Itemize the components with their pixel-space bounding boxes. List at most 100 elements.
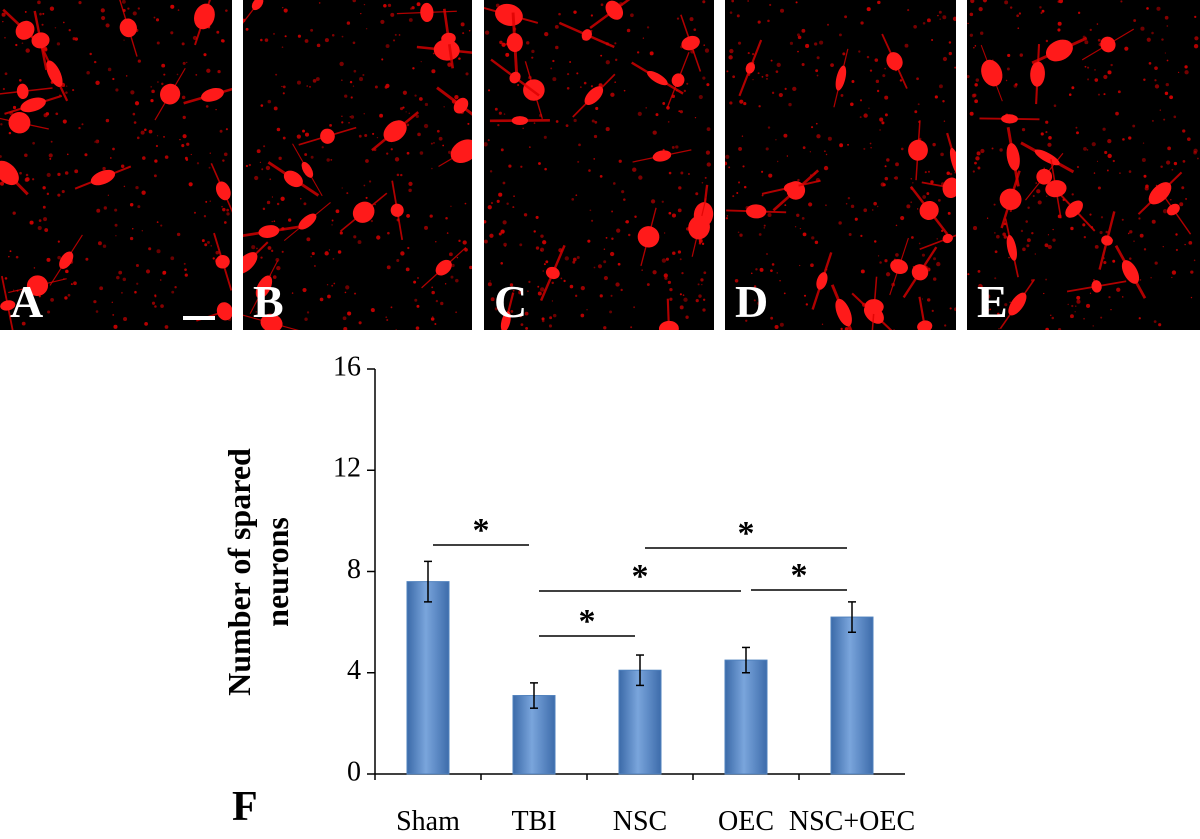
speckle xyxy=(680,258,682,260)
speckle xyxy=(1178,72,1179,73)
speckle xyxy=(845,327,849,331)
speckle xyxy=(490,280,491,281)
speckle xyxy=(1194,260,1196,262)
speckle xyxy=(1184,244,1185,245)
speckle xyxy=(543,270,544,271)
speckle xyxy=(872,209,874,211)
speckle xyxy=(940,18,941,19)
speckle xyxy=(779,93,783,97)
speckle xyxy=(1160,165,1162,167)
speckle xyxy=(306,85,308,87)
speckle xyxy=(1046,195,1047,196)
speckle xyxy=(1194,44,1198,48)
speckle xyxy=(431,168,433,170)
speckle xyxy=(581,286,585,290)
speckle xyxy=(603,260,606,263)
speckle xyxy=(114,209,117,212)
speckle xyxy=(698,294,701,297)
speckle xyxy=(1133,19,1136,22)
speckle xyxy=(96,310,99,313)
speckle xyxy=(950,173,953,176)
speckle xyxy=(540,250,541,251)
speckle xyxy=(1069,93,1072,96)
speckle xyxy=(442,145,444,147)
speckle xyxy=(319,2,321,4)
speckle xyxy=(1163,246,1164,247)
speckle xyxy=(1040,12,1042,14)
panel-label: A xyxy=(10,276,43,327)
speckle xyxy=(879,118,883,122)
speckle xyxy=(1185,198,1187,200)
speckle xyxy=(703,271,706,274)
speckle xyxy=(311,156,314,159)
speckle xyxy=(1048,245,1052,249)
speckle xyxy=(327,295,331,299)
speckle xyxy=(544,168,547,171)
speckle xyxy=(669,212,672,215)
speckle xyxy=(348,122,349,123)
speckle xyxy=(1048,136,1052,140)
speckle xyxy=(787,155,788,156)
speckle xyxy=(975,156,979,160)
speckle xyxy=(282,251,284,253)
speckle xyxy=(385,316,387,318)
speckle xyxy=(1042,10,1045,13)
speckle xyxy=(182,96,186,100)
speckle xyxy=(154,174,157,177)
speckle xyxy=(327,284,328,285)
x-tick-label: TBI xyxy=(511,806,556,834)
speckle xyxy=(970,112,974,116)
speckle xyxy=(558,13,561,16)
speckle xyxy=(215,109,216,110)
speckle xyxy=(458,57,461,60)
speckle xyxy=(1103,75,1107,79)
speckle xyxy=(409,113,411,115)
speckle xyxy=(365,159,369,163)
speckle xyxy=(1015,83,1018,86)
speckle xyxy=(123,39,124,40)
speckle xyxy=(804,295,806,297)
speckle xyxy=(825,204,827,206)
speckle xyxy=(121,292,123,294)
speckle xyxy=(884,96,888,100)
speckle xyxy=(386,319,388,321)
speckle xyxy=(19,172,22,175)
speckle xyxy=(260,39,263,42)
speckle xyxy=(157,81,158,82)
speckle xyxy=(932,143,935,146)
speckle xyxy=(615,59,617,61)
speckle xyxy=(1052,317,1055,320)
speckle xyxy=(332,34,335,37)
speckle xyxy=(341,79,343,81)
speckle xyxy=(400,174,402,176)
speckle xyxy=(677,17,679,19)
speckle xyxy=(730,11,733,14)
speckle xyxy=(784,204,786,206)
speckle xyxy=(1142,158,1146,162)
speckle xyxy=(1087,67,1089,69)
speckle xyxy=(133,11,137,15)
speckle xyxy=(672,251,675,254)
speckle xyxy=(342,187,343,188)
speckle xyxy=(1094,78,1098,82)
speckle xyxy=(1099,231,1102,234)
speckle xyxy=(755,268,757,270)
speckle xyxy=(1158,323,1161,326)
speckle xyxy=(942,100,944,102)
speckle xyxy=(25,178,29,182)
speckle xyxy=(115,88,118,91)
speckle xyxy=(1194,16,1196,18)
speckle xyxy=(1085,66,1087,68)
speckle xyxy=(246,28,249,31)
speckle xyxy=(895,162,899,166)
speckle xyxy=(226,209,229,212)
speckle xyxy=(975,45,977,47)
speckle xyxy=(637,51,639,53)
speckle xyxy=(914,110,917,113)
speckle xyxy=(595,107,598,110)
speckle xyxy=(390,13,394,17)
speckle xyxy=(669,172,672,175)
speckle xyxy=(283,85,286,88)
speckle xyxy=(134,291,137,294)
speckle xyxy=(761,171,763,173)
